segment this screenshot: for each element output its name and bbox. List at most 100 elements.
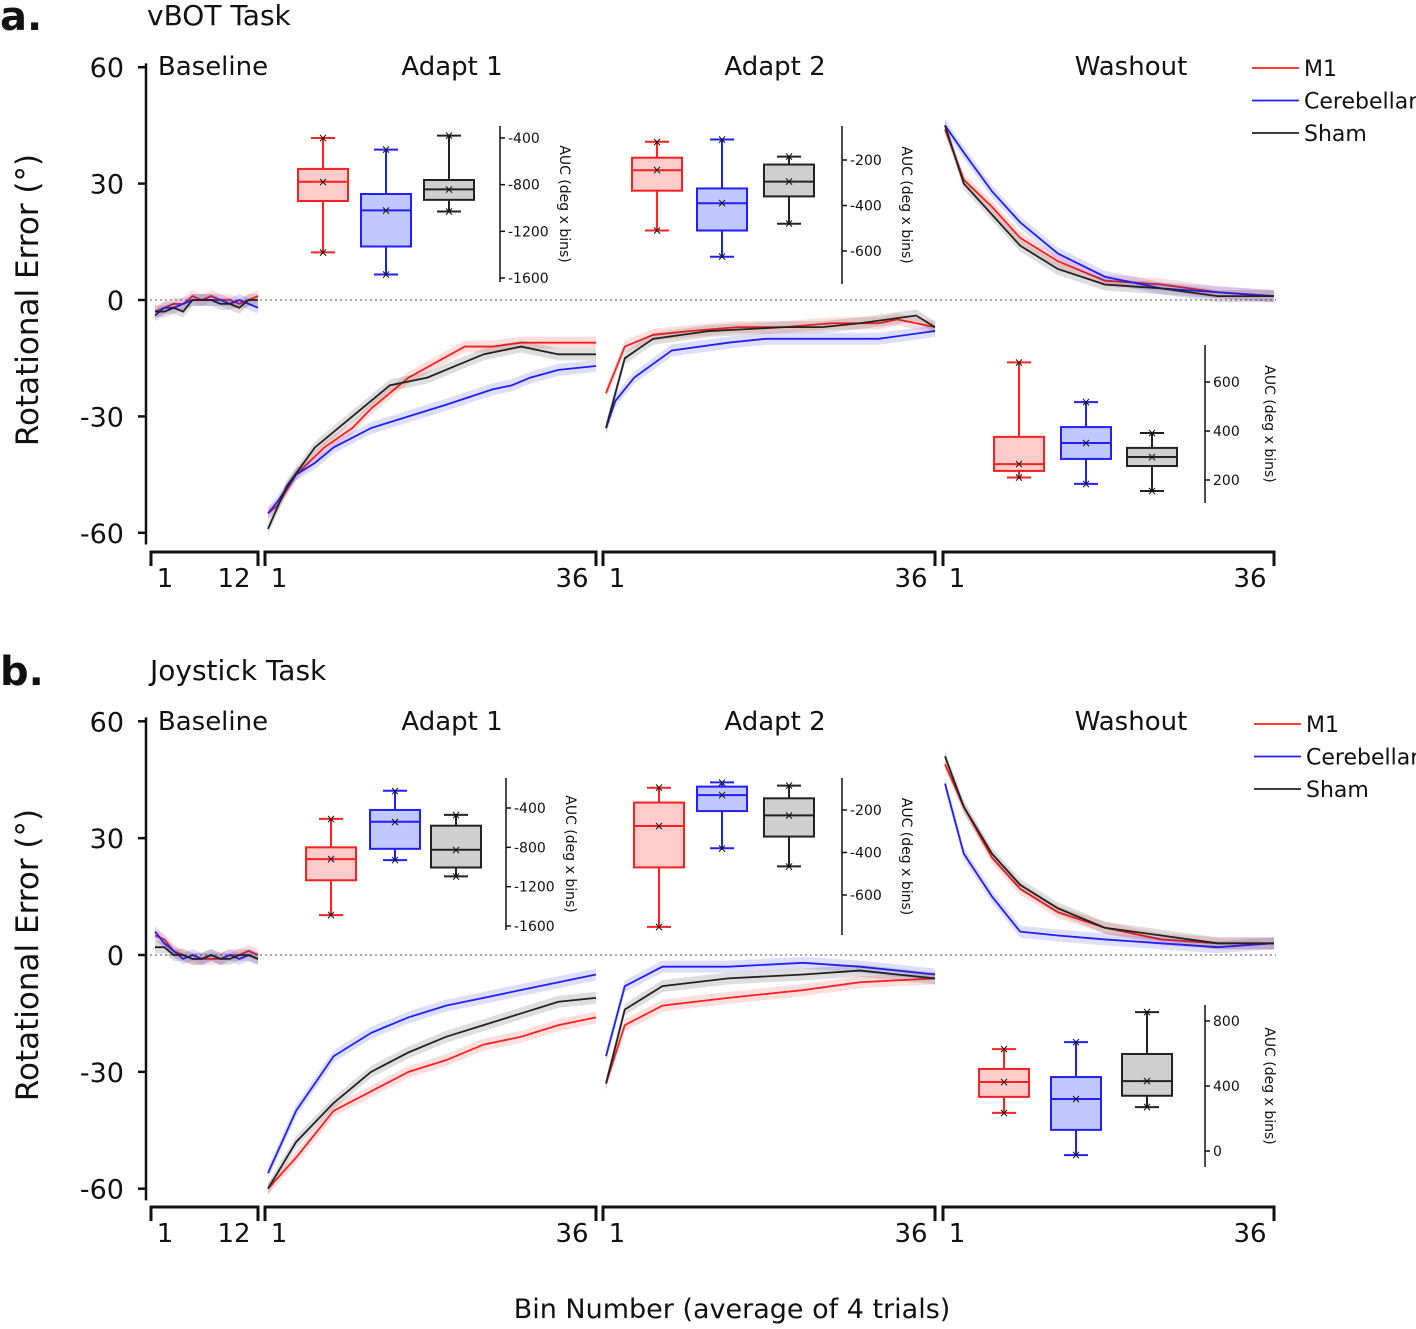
box-sham	[763, 163, 815, 198]
boxplot-inset: -200-400-600 AUC (deg x bins)×××××××××	[633, 775, 914, 935]
phase-title: Baseline	[158, 707, 268, 737]
data-point-marker: ×	[1081, 395, 1091, 409]
y-axis-label: Rotational Error (°)	[10, 809, 46, 1101]
box-cerebellar	[1050, 1076, 1102, 1131]
phase-title: Adapt 1	[401, 52, 502, 82]
inset-y-label: AUC (deg x bins)	[562, 795, 578, 913]
y-tick-label: 0	[107, 941, 124, 972]
data-point-marker: ×	[784, 217, 794, 231]
box-m1	[297, 167, 349, 203]
data-point-marker: ×	[652, 135, 662, 149]
phase-title: Adapt 2	[724, 52, 825, 82]
error-band-cerebellar	[606, 956, 935, 1063]
data-point-marker: ×	[652, 163, 662, 177]
x-tick-label: 36	[894, 1219, 927, 1249]
data-point-marker: ×	[999, 1075, 1009, 1089]
x-tick-label: 1	[157, 564, 174, 594]
box-sham	[1121, 1052, 1173, 1097]
inset-tick-label: 0	[1213, 1144, 1222, 1160]
panel-label: b.	[0, 649, 44, 695]
inset-y-label: AUC (deg x bins)	[898, 146, 914, 264]
data-point-marker: ×	[381, 203, 391, 217]
series-line-m1	[605, 977, 936, 1084]
error-band-sham	[606, 309, 935, 435]
data-point-marker: ×	[717, 775, 727, 789]
box-sham	[763, 797, 815, 838]
panel-label: a.	[0, 0, 42, 40]
data-point-marker: ×	[999, 1106, 1009, 1120]
series-line-sham	[605, 314, 936, 429]
data-point-marker: ×	[1147, 426, 1157, 440]
error-band-cerebellar	[155, 294, 258, 322]
data-point-marker: ×	[717, 196, 727, 210]
inset-tick-label: -1600	[514, 919, 555, 935]
inset-tick-label: 200	[1213, 473, 1240, 489]
data-point-marker: ×	[999, 1042, 1009, 1056]
series-line-sham	[155, 946, 259, 960]
y-tick-label: -60	[80, 1175, 124, 1206]
data-point-marker: ×	[784, 859, 794, 873]
inset-tick-label: -600	[850, 888, 882, 904]
phase-title: Adapt 2	[724, 707, 825, 737]
data-point-marker: ×	[381, 143, 391, 157]
x-tick-label: 1	[609, 564, 626, 594]
data-point-marker: ×	[1142, 1100, 1152, 1114]
error-band-sham	[155, 294, 258, 318]
error-band-m1	[268, 1011, 596, 1195]
inset-tick-label: -800	[508, 178, 540, 194]
x-axis-bracket	[601, 1205, 937, 1221]
data-point-marker: ×	[784, 779, 794, 793]
inset-y-label: AUC (deg x bins)	[1261, 1027, 1277, 1145]
data-point-marker: ×	[652, 224, 662, 238]
data-point-marker: ×	[326, 812, 336, 826]
series-line-sham	[944, 756, 1274, 945]
box-m1	[305, 846, 357, 882]
x-axis-label: Bin Number (average of 4 trials)	[514, 1294, 951, 1325]
data-point-marker: ×	[1081, 477, 1091, 491]
inset-tick-label: -400	[508, 131, 540, 147]
x-axis-bracket	[263, 1205, 598, 1221]
data-point-marker: ×	[444, 182, 454, 196]
inset-tick-label: -800	[514, 840, 546, 856]
y-axis-label: Rotational Error (°)	[10, 154, 46, 446]
data-point-marker: ×	[1014, 355, 1024, 369]
inset-tick-label: 800	[1213, 1014, 1240, 1030]
series-line-cerebellar	[605, 330, 936, 429]
data-point-marker: ×	[326, 908, 336, 922]
boxplot-inset: -400 -800 -1200 -1600 AUC (deg x bins) × × × × × ×…	[297, 126, 572, 287]
x-tick-label: 36	[1233, 564, 1266, 594]
data-point-marker: ×	[717, 133, 727, 147]
box-m1	[633, 801, 685, 869]
x-tick-label: 36	[1233, 1219, 1266, 1249]
legend-label: Sham	[1304, 122, 1367, 147]
series-line-cerebellar	[944, 124, 1275, 298]
y-tick-label: 60	[90, 707, 124, 738]
x-axis-bracket	[601, 550, 937, 566]
data-point-marker: ×	[717, 841, 727, 855]
data-point-marker: ×	[1142, 1005, 1152, 1019]
data-point-marker: ×	[1014, 471, 1024, 485]
inset-tick-label: -400	[850, 199, 882, 215]
phase-title: Washout	[1075, 52, 1188, 82]
inset-tick-label: 400	[1213, 1079, 1240, 1095]
error-band-m1	[606, 972, 935, 1090]
x-tick-label: 1	[949, 564, 966, 594]
x-tick-label: 36	[555, 564, 588, 594]
error-band-sham	[268, 991, 596, 1195]
data-point-marker: ×	[1147, 450, 1157, 464]
data-point-marker: ×	[654, 819, 664, 833]
y-tick-label: -30	[80, 1058, 124, 1089]
series-line-cerebellar	[267, 973, 597, 1174]
inset-tick-label: -200	[850, 153, 882, 169]
x-tick-label: 12	[217, 564, 250, 594]
x-tick-label: 1	[609, 1219, 626, 1249]
series-line-m1	[605, 318, 936, 394]
data-point-marker: ×	[318, 175, 328, 189]
box-cerebellar	[696, 785, 748, 813]
x-tick-label: 12	[217, 1219, 250, 1249]
phase-title: Baseline	[158, 52, 268, 82]
series-line-sham	[267, 996, 597, 1190]
boxplot-inset: 800 400 0 AUC (deg x bins) × × × × × × × × ×	[978, 1005, 1277, 1167]
error-band-sham	[945, 750, 1274, 950]
data-point-marker: ×	[318, 131, 328, 145]
